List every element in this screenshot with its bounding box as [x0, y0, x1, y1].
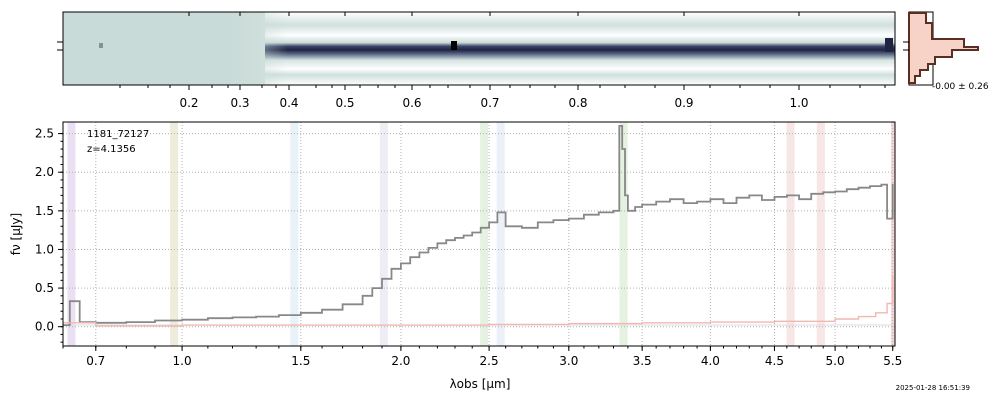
spectrum-2d-top-axis: 0.2 0.3 0.4 0.5 0.6 0.7 0.8 0.9 1.0	[119, 12, 886, 110]
histogram-annotation: -0.00 ± 0.26	[932, 82, 989, 92]
x-tick-label: 5.5	[883, 354, 902, 368]
spectrum-1d-frame	[62, 121, 896, 347]
error-series-line	[63, 275, 894, 327]
top-axis-tick-label: 0.8	[568, 96, 587, 110]
top-axis-tick-label: 0.4	[279, 96, 298, 110]
spectrum-2d-emission-spot	[451, 41, 457, 50]
x-tick-label: 1.5	[291, 354, 310, 368]
x-tick-label: 3.5	[633, 354, 652, 368]
top-axis-tick-label: 1.0	[789, 96, 808, 110]
spectrum-2d-faint-spot	[99, 43, 103, 48]
x-tick-label: 5.0	[826, 354, 845, 368]
x-tick-label: 0.7	[86, 354, 105, 368]
histogram-fill	[908, 12, 979, 84]
spectrum-2d-panel: 0.2 0.3 0.4 0.5 0.6 0.7 0.8 0.9 1.0	[57, 11, 896, 110]
y-tick-label: 2.5	[35, 127, 54, 141]
spectrum-2d-fade	[63, 12, 895, 85]
y-tick-label: 0.0	[35, 320, 54, 334]
spectrum-1d-panel: 0.7 1.0 1.5 2.0 2.5 3.0 3.5 4.0 4.5 5.0 5.5 0.0 0.5…	[9, 121, 902, 391]
grid	[63, 122, 895, 346]
histogram-panel: -0.00 ± 0.26	[903, 11, 989, 92]
line-band	[290, 122, 299, 346]
y-tick-label: 2.0	[35, 165, 54, 179]
x-tick-label: 2.5	[480, 354, 499, 368]
line-band	[496, 122, 505, 346]
y-axis-label: fν [μJy]	[9, 213, 23, 255]
line-band	[67, 122, 76, 346]
line-band	[619, 122, 628, 346]
x-axis: 0.7 1.0 1.5 2.0 2.5 3.0 3.5 4.0 4.5 5.0 5.5	[62, 346, 902, 368]
x-tick-label: 2.0	[391, 354, 410, 368]
object-id-label: 1181_72127	[87, 129, 149, 140]
top-axis-tick-label: 0.2	[179, 96, 198, 110]
top-axis-tick-label: 0.9	[674, 96, 693, 110]
x-tick-label: 3.0	[559, 354, 578, 368]
x-tick-label: 4.5	[765, 354, 784, 368]
top-axis-tick-label: 0.5	[335, 96, 354, 110]
line-band	[816, 122, 825, 346]
top-axis-tick-label: 0.3	[230, 96, 249, 110]
y-axis: 0.0 0.5 1.0 1.5 2.0 2.5	[35, 127, 63, 343]
redshift-label: z=4.1356	[87, 144, 136, 155]
x-axis-label: λobs [μm]	[450, 377, 511, 391]
spectrum-2d-frame	[62, 11, 896, 86]
timestamp: 2025-01-28 16:51:39	[896, 384, 970, 392]
spectrum-2d-edge	[885, 38, 893, 52]
y-tick-label: 1.5	[35, 204, 54, 218]
y-tick-label: 0.5	[35, 281, 54, 295]
x-tick-label: 1.0	[173, 354, 192, 368]
line-bands	[67, 122, 895, 346]
line-band	[379, 122, 388, 346]
y-tick-label: 1.0	[35, 242, 54, 256]
line-band	[170, 122, 179, 346]
line-band	[480, 122, 489, 346]
line-band	[786, 122, 795, 346]
top-axis-tick-label: 0.6	[402, 96, 421, 110]
series-group	[63, 125, 894, 327]
x-tick-label: 4.0	[701, 354, 720, 368]
top-axis-tick-label: 0.7	[480, 96, 499, 110]
flux-series-line	[63, 125, 894, 326]
